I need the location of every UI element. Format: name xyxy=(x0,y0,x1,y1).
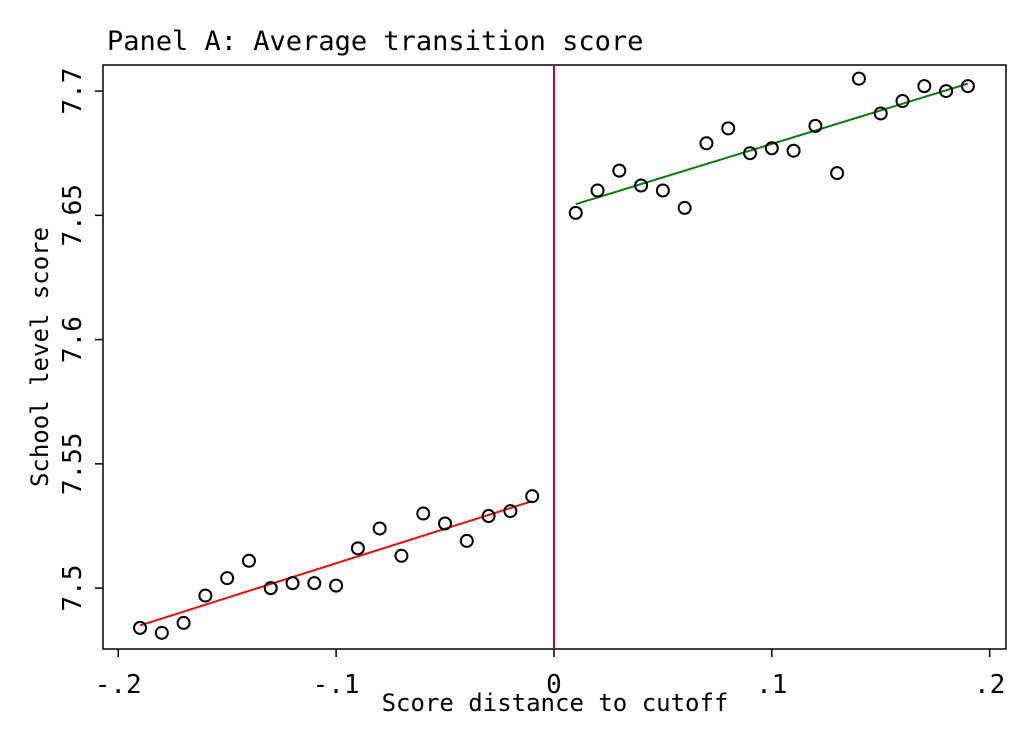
data-point xyxy=(786,143,801,158)
data-point xyxy=(133,620,148,635)
data-point xyxy=(481,509,496,524)
data-point xyxy=(198,588,213,603)
data-point xyxy=(329,578,344,593)
data-point xyxy=(590,183,605,198)
fit-lines xyxy=(139,82,969,627)
y-tick-label: 7.55 xyxy=(58,433,88,496)
data-point xyxy=(873,106,888,121)
data-point xyxy=(394,548,409,563)
data-point xyxy=(350,541,365,556)
data-point xyxy=(568,205,583,220)
data-point xyxy=(285,576,300,591)
data-point xyxy=(851,71,866,86)
data-point xyxy=(176,615,191,630)
fit-line xyxy=(575,82,969,206)
data-point xyxy=(263,581,278,596)
y-axis-label: School level score xyxy=(26,227,54,487)
data-point xyxy=(655,183,670,198)
x-tick-label: -.2 xyxy=(95,670,142,700)
data-point xyxy=(372,521,387,536)
data-point xyxy=(677,200,692,215)
data-point xyxy=(808,118,823,133)
x-tick-label: 0 xyxy=(546,670,562,700)
data-points xyxy=(133,71,975,640)
x-tick-label: -.1 xyxy=(313,670,360,700)
data-point xyxy=(525,489,540,504)
data-point xyxy=(416,506,431,521)
y-tick-label: 7.7 xyxy=(58,68,88,115)
data-point xyxy=(154,625,169,640)
data-point xyxy=(634,178,649,193)
data-point xyxy=(459,533,474,548)
x-tick-label: .2 xyxy=(974,670,1005,700)
data-point xyxy=(503,504,518,519)
data-point xyxy=(612,163,627,178)
data-point xyxy=(307,576,322,591)
data-point xyxy=(241,553,256,568)
data-point xyxy=(220,571,235,586)
data-point xyxy=(699,136,714,151)
data-point xyxy=(438,516,453,531)
y-axis: 7.5 7.55 7.6 7.65 7.7 xyxy=(58,68,103,612)
y-tick-label: 7.65 xyxy=(58,184,88,247)
data-point xyxy=(721,121,736,136)
data-point xyxy=(830,166,845,181)
y-tick-label: 7.5 xyxy=(58,565,88,612)
y-tick-label: 7.6 xyxy=(58,316,88,363)
data-point xyxy=(939,84,954,99)
data-point xyxy=(960,79,975,94)
x-axis-label: Score distance to cutoff xyxy=(382,689,729,717)
fit-line xyxy=(139,500,533,627)
data-point xyxy=(764,141,779,156)
data-point xyxy=(743,146,758,161)
x-tick-label: .1 xyxy=(756,670,787,700)
data-point xyxy=(917,79,932,94)
data-point xyxy=(895,94,910,109)
chart-title: Panel A: Average transition score xyxy=(107,26,643,57)
x-axis: -.2 -.1 0 .1 .2 xyxy=(95,649,1005,700)
